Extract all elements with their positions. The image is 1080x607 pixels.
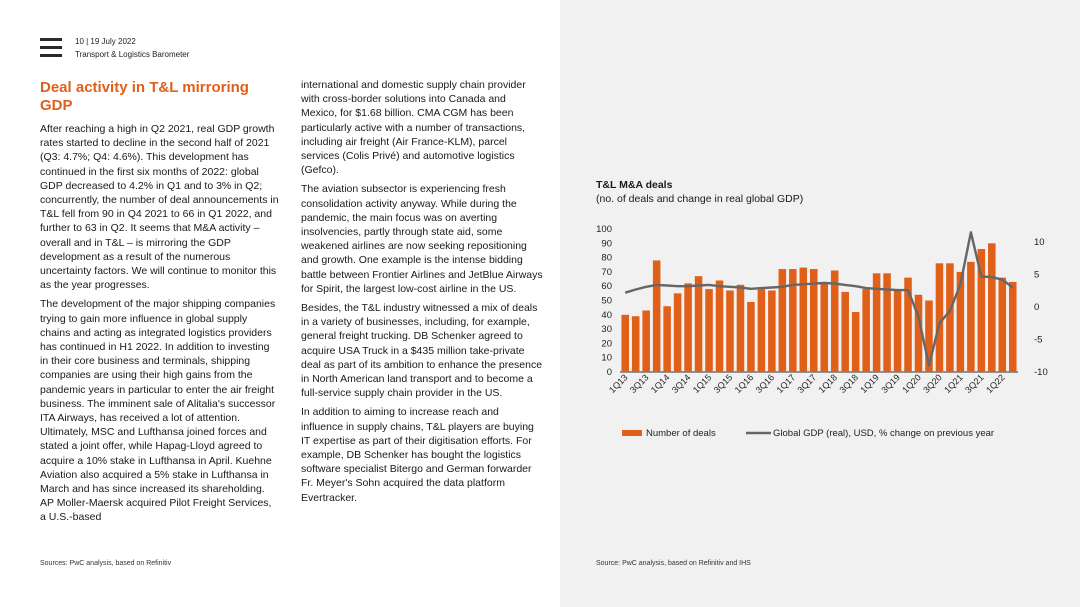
deal-bar: [652, 260, 661, 372]
deals-gdp-chart: 01020304050607080901001050-5-101Q133Q131…: [596, 224, 1048, 439]
paragraph: The aviation subsector is experiencing f…: [301, 183, 543, 295]
x-tick-label: 3Q21: [963, 372, 986, 395]
deal-bar: [631, 316, 640, 372]
text-source-note: Sources: PwC analysis, based on Refiniti…: [40, 560, 172, 567]
y-right-tick-label: -10: [1034, 367, 1048, 378]
deal-bar: [736, 284, 745, 372]
paragraph: Besides, the T&L industry witnessed a mi…: [301, 302, 543, 400]
deal-bar: [705, 289, 713, 372]
deal-bar: [1008, 281, 1017, 372]
x-tick-label: 1Q18: [816, 372, 839, 395]
deal-bar: [715, 280, 724, 372]
deal-bar: [977, 249, 986, 372]
deal-bar: [925, 300, 933, 372]
deal-bar: [956, 271, 965, 372]
x-tick-label: 3Q14: [670, 372, 693, 395]
y-left-tick-label: 90: [601, 238, 612, 249]
deal-bar: [799, 267, 808, 372]
deal-bar: [684, 283, 692, 372]
deal-bar: [663, 306, 671, 372]
y-left-tick-label: 30: [601, 324, 612, 335]
deal-bar: [872, 273, 881, 372]
x-tick-label: 1Q17: [775, 372, 798, 395]
deal-bar: [988, 243, 996, 372]
x-tick-label: 1Q14: [649, 372, 672, 395]
y-right-tick-label: 10: [1034, 237, 1045, 248]
x-tick-label: 1Q22: [984, 372, 1007, 395]
x-tick-label: 3Q19: [879, 372, 902, 395]
gdp-line: [624, 231, 1014, 367]
deal-bar: [747, 301, 755, 372]
y-left-tick-label: 10: [601, 353, 612, 364]
text-column-2: international and domestic supply chain …: [301, 78, 543, 510]
deal-bar: [904, 277, 912, 372]
x-tick-label: 3Q16: [754, 372, 777, 395]
deal-bar: [621, 314, 630, 372]
y-right-tick-label: 5: [1034, 270, 1039, 281]
deal-bar: [726, 290, 734, 372]
paragraph: international and domestic supply chain …: [301, 79, 526, 177]
legend-label-deals: Number of deals: [646, 428, 716, 439]
deal-bar: [851, 311, 860, 372]
deal-bar: [893, 289, 902, 372]
x-tick-label: 3Q17: [796, 372, 819, 395]
x-tick-label: 1Q15: [691, 372, 714, 395]
y-left-tick-label: 100: [596, 224, 612, 235]
hamburger-menu-icon[interactable]: [40, 38, 62, 62]
paragraph: After reaching a high in Q2 2021, real G…: [40, 123, 279, 292]
x-tick-label: 3Q13: [628, 372, 651, 395]
x-tick-label: 1Q20: [900, 372, 923, 395]
deal-bar: [757, 289, 766, 372]
chart-source-note: Source: PwC analysis, based on Refinitiv…: [596, 560, 751, 567]
deal-bar: [862, 289, 870, 372]
y-left-tick-label: 40: [601, 310, 612, 321]
text-column-1: After reaching a high in Q2 2021, real G…: [40, 122, 280, 530]
deal-bar: [809, 269, 818, 372]
paragraph: In addition to aiming to increase reach …: [301, 406, 534, 504]
deal-bar: [883, 273, 891, 372]
x-tick-label: 1Q21: [942, 372, 965, 395]
deal-bar: [841, 291, 849, 372]
legend-swatch-deals: [622, 430, 642, 436]
x-tick-label: 1Q16: [733, 372, 756, 395]
deal-bar: [694, 276, 703, 372]
chart-title: T&L M&A deals: [596, 179, 673, 191]
deal-bar: [998, 277, 1007, 372]
deal-bar: [820, 281, 829, 372]
y-left-tick-label: 80: [601, 253, 612, 264]
page-title: Deal activity in T&L mirroring GDP: [40, 79, 249, 114]
deal-bar: [642, 310, 650, 372]
report-name: Transport & Logistics Barometer: [75, 50, 190, 59]
deal-bar: [789, 269, 797, 372]
y-right-tick-label: 0: [1034, 302, 1039, 313]
y-left-tick-label: 60: [601, 281, 612, 292]
y-left-tick-label: 20: [601, 338, 612, 349]
deal-bar: [914, 294, 923, 372]
y-left-tick-label: 50: [601, 296, 612, 307]
deal-bar: [768, 290, 776, 372]
y-right-tick-label: -5: [1034, 335, 1042, 346]
deal-bar: [946, 263, 954, 372]
text-panel: 10 | 19 July 2022 Transport & Logistics …: [40, 37, 543, 567]
x-tick-label: 3Q15: [712, 372, 735, 395]
page-date: 10 | 19 July 2022: [75, 37, 136, 46]
chart-subtitle: (no. of deals and change in real global …: [596, 193, 804, 205]
deal-bar: [778, 269, 787, 372]
y-left-tick-label: 0: [607, 367, 612, 378]
x-tick-label: 1Q19: [858, 372, 881, 395]
deal-bar: [673, 293, 682, 372]
x-tick-label: 3Q20: [921, 372, 944, 395]
legend-label-gdp: Global GDP (real), USD, % change on prev…: [773, 428, 994, 439]
deal-bar: [935, 263, 944, 372]
x-tick-label: 3Q18: [837, 372, 860, 395]
paragraph: The development of the major shipping co…: [40, 298, 276, 524]
deal-bar: [830, 270, 839, 372]
y-left-tick-label: 70: [601, 267, 612, 278]
deal-bar: [967, 261, 975, 372]
